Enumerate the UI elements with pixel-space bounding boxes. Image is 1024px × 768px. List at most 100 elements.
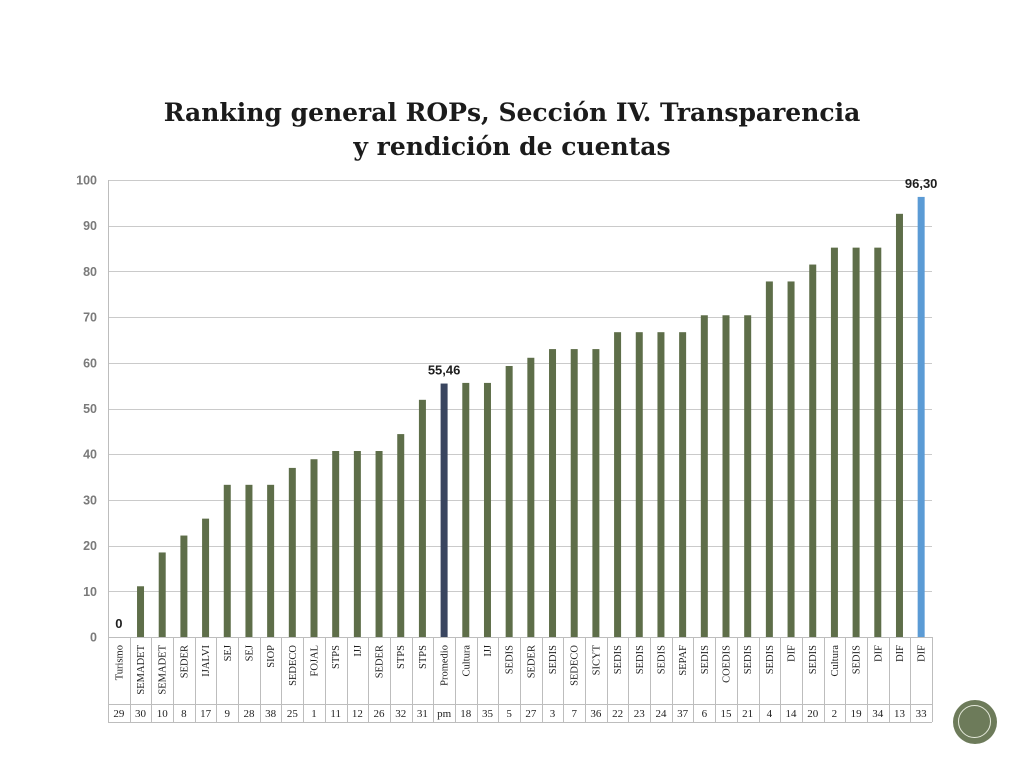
category-code: 25 [287,708,299,720]
bar-stps-11 [332,451,340,637]
category-code: 17 [200,708,212,720]
category-label: SEDIS [743,645,754,674]
y-tick-label: 30 [83,493,97,507]
category-code: 29 [113,708,125,720]
category-label: SEMADET [136,644,147,694]
slide-nav-button-ring [958,705,991,738]
category-code: 1 [311,708,317,720]
bar-sedis-6 [700,315,708,637]
bar-sedis-19 [852,247,860,638]
bar-semadet-10 [158,552,166,637]
category-code: 11 [330,708,341,720]
bar-sedis-3 [549,349,557,637]
bar-dif-34 [874,247,882,638]
category-code: 28 [243,708,255,720]
data-label: 96,30 [905,176,938,191]
bar-stps-31 [418,399,426,637]
category-code: 22 [612,708,623,720]
bar-fojal-1 [310,459,318,637]
bar-ijj-35 [483,382,491,637]
bar-sedis-4 [765,281,773,637]
category-code: 15 [721,708,733,720]
category-code: 38 [265,708,277,720]
bar-promedio-pm [440,383,448,637]
category-code: 10 [157,708,169,720]
category-table: Turismo29SEMADET30SEMADET10SEDER8IJALVI1… [108,637,933,723]
category-code: pm [437,708,452,720]
category-label: SEDIS [808,645,819,674]
category-label: SEDIS [505,645,516,674]
bar-seder-8 [180,535,188,637]
category-code: 34 [872,708,884,720]
category-code: 5 [506,708,512,720]
category-code: 14 [786,708,798,720]
category-code: 19 [851,708,863,720]
category-label: STPS [418,645,429,669]
bar-sedeco-7 [570,349,578,637]
bar-dif-14 [787,281,795,637]
category-label: SEDER [179,645,190,678]
category-code: 31 [417,708,428,720]
category-label: DIF [917,645,928,662]
y-tick-label: 70 [83,311,97,325]
category-label: SEJ [244,645,255,661]
category-label: DIF [895,645,906,662]
y-tick-label: 100 [76,174,97,188]
chart-title-line-1: Ranking general ROPs, Sección IV. Transp… [163,98,861,127]
bar-cultura-18 [462,382,470,637]
y-tick-label: 60 [83,356,97,370]
category-label: Cultura [461,645,472,677]
chart-title-line-2: y rendición de cuentas [353,132,671,161]
category-label: DIF [787,645,798,662]
category-label: SEDIS [700,645,711,674]
bar-sedis-5 [505,365,513,637]
y-tick-label: 0 [90,631,97,645]
category-code: 20 [807,708,819,720]
category-label: SEPAF [678,645,689,676]
category-code: 35 [482,708,494,720]
category-code: 9 [225,708,231,720]
category-label: SEMADET [158,644,169,694]
bar-ijj-12 [353,451,361,637]
category-label: SEJ [223,645,234,661]
category-code: 32 [395,708,406,720]
category-code: 37 [677,708,689,720]
category-label: SICYT [591,644,602,675]
bar-sedis-24 [657,332,665,637]
category-label: SEDIS [852,645,863,674]
category-label: FOJAL [310,645,321,677]
category-code: 6 [702,708,708,720]
category-code: 26 [374,708,386,720]
bar-siop-38 [267,484,275,637]
category-label: IJJ [483,645,494,657]
bar-sedis-21 [744,315,752,637]
category-label: IJJ [353,645,364,657]
category-code: 36 [590,708,602,720]
category-code: 21 [742,708,753,720]
category-code: 27 [525,708,537,720]
category-label: SEDER [375,645,386,678]
slide-nav-button[interactable] [953,700,997,744]
category-label: SIOP [266,645,277,668]
category-label: COEDIS [722,645,733,683]
category-label: SEDIS [548,645,559,674]
category-code: 7 [571,708,577,720]
bar-sicyt-36 [592,349,600,637]
category-label: SEDIS [656,645,667,674]
data-label: 55,46 [428,363,461,378]
category-code: 4 [767,708,773,720]
y-tick-label: 40 [83,448,97,462]
y-axis: 0 10 20 30 40 50 60 70 80 90 100 [76,174,109,645]
y-tick-label: 80 [83,265,97,279]
y-tick-label: 50 [83,402,97,416]
bar-coedis-15 [722,315,730,637]
category-label: STPS [331,645,342,669]
category-label: STPS [396,645,407,669]
category-label: SEDIS [613,645,624,674]
category-label: SEDER [526,645,537,678]
category-label: Turismo [114,645,125,680]
category-code: 2 [832,708,838,720]
category-code: 18 [460,708,472,720]
bar-sedis-22 [614,332,622,637]
